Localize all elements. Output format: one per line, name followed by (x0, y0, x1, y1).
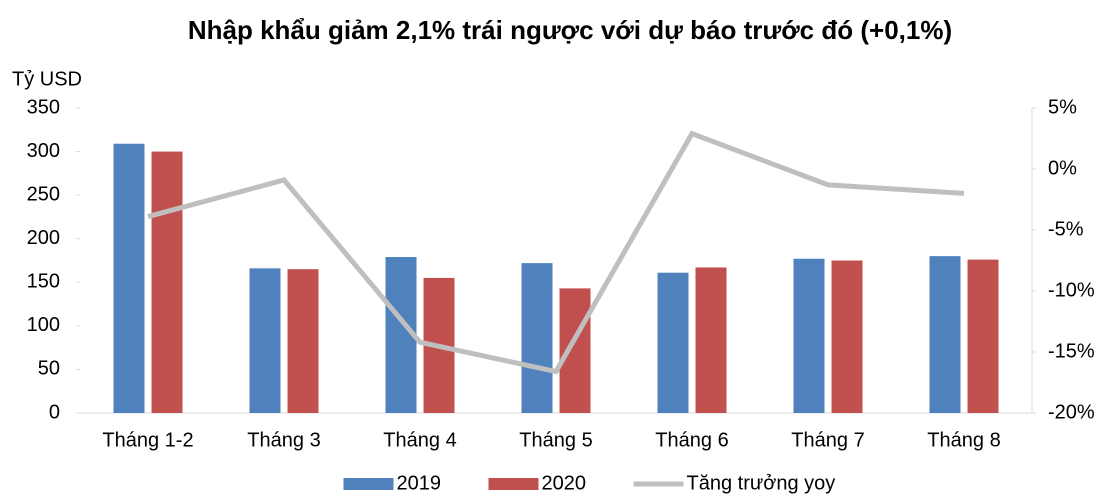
y2-tick-label: 0% (1048, 157, 1077, 179)
x-tick-label: Tháng 8 (927, 429, 1000, 451)
y-axis-label: Tỷ USD (12, 68, 82, 90)
bar (521, 263, 553, 413)
legend-swatch (488, 478, 539, 490)
x-tick-label: Tháng 1-2 (102, 429, 193, 451)
y-tick-label: 300 (27, 140, 60, 162)
y-tick-label: 100 (27, 314, 60, 336)
bar (151, 151, 183, 414)
bar (657, 272, 689, 413)
y-tick-label: 50 (38, 358, 60, 380)
x-tick-label: Tháng 4 (383, 429, 456, 451)
legend-swatch (343, 478, 394, 490)
line (147, 130, 965, 375)
bar (695, 267, 727, 413)
bar (559, 288, 591, 413)
bar (249, 268, 281, 413)
bar (113, 143, 145, 413)
x-tick-label: Tháng 7 (791, 429, 864, 451)
x-tick-label: Tháng 6 (655, 429, 728, 451)
y2-tick-label: -5% (1048, 218, 1084, 240)
y2-tick-label: -15% (1048, 340, 1095, 362)
y-tick-label: 250 (27, 183, 60, 205)
legend-label: Tăng trưởng yoy (687, 472, 836, 494)
legend-label: 2019 (397, 472, 442, 494)
bar (793, 258, 825, 413)
chart-title: Nhập khẩu giảm 2,1% trái ngược với dự bá… (187, 15, 953, 45)
y-tick-label: 350 (27, 96, 60, 118)
bar (831, 260, 863, 413)
x-tick-label: Tháng 5 (519, 429, 592, 451)
bar (287, 269, 319, 413)
y2-tick-label: 5% (1048, 96, 1077, 118)
x-tick-label: Tháng 3 (247, 429, 320, 451)
y2-tick-label: -10% (1048, 279, 1095, 301)
y-tick-label: 0 (49, 401, 60, 423)
y2-tick-label: -20% (1048, 401, 1095, 423)
legend-label: 2020 (542, 472, 587, 494)
y-tick-label: 200 (27, 227, 60, 249)
y-tick-label: 150 (27, 271, 60, 293)
bar (929, 256, 961, 413)
bar (967, 259, 999, 413)
